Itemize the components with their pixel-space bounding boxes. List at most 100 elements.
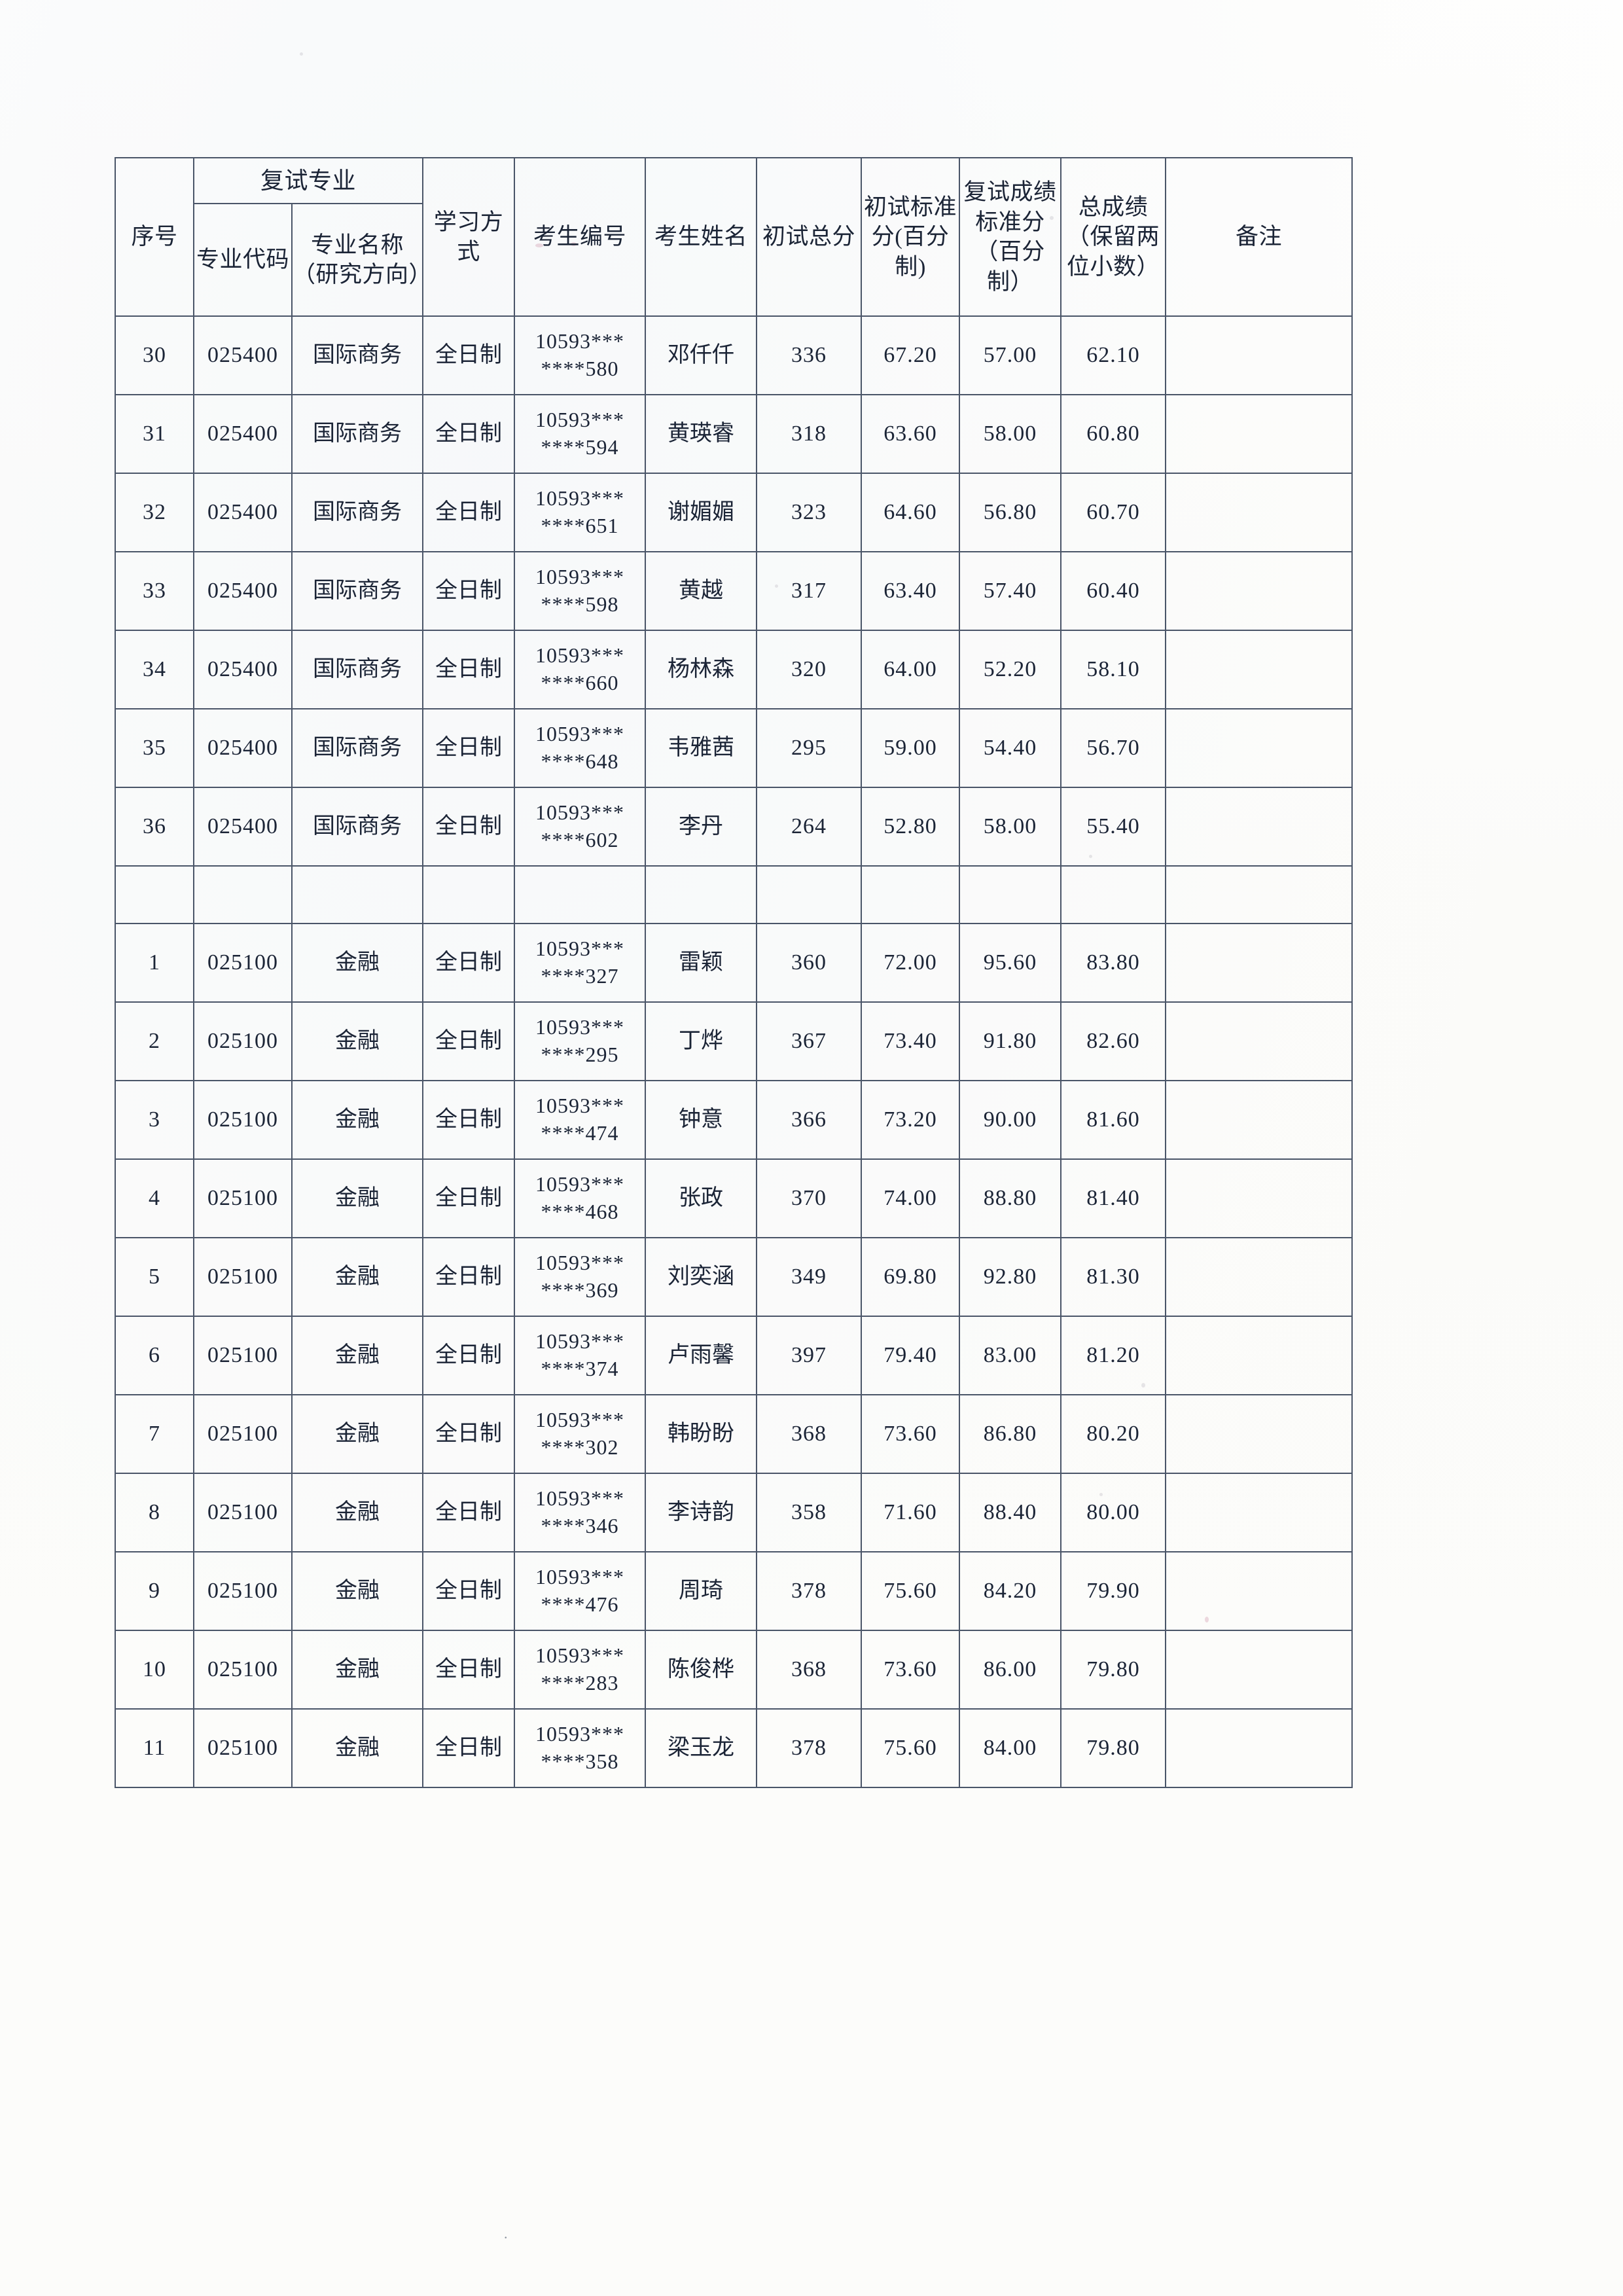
cell-major-name: 国际商务: [291, 394, 424, 474]
candidate-no-line-2: ****580: [541, 357, 619, 380]
candidate-no-line-1: 10593***: [535, 408, 625, 432]
candidate-no-line-1: 10593***: [535, 937, 625, 961]
cell-study-mode: 全日制: [422, 708, 516, 788]
cell-major-code: 025400: [193, 394, 293, 474]
cell-seq: 10: [115, 1630, 194, 1710]
table-separator-row: [115, 865, 1353, 924]
cell-remark: [1165, 473, 1353, 552]
table-body: 30 025400 国际商务 全日制 10593*** ****580 邓仟仟 336 67.2…: [115, 315, 1353, 1788]
cell-seq: 30: [115, 315, 194, 395]
cell-study-mode: 全日制: [422, 630, 516, 709]
header-candidate-no: 考生编号: [514, 157, 647, 317]
cell-seq: 36: [115, 787, 194, 867]
cell-remark: [1165, 1080, 1353, 1160]
cell-candidate-no: 10593*** ****327: [514, 923, 647, 1003]
cell-total-score: 58.10: [1060, 630, 1167, 709]
candidate-no-line-2: ****476: [541, 1592, 619, 1616]
cell-retest-std: 84.20: [959, 1551, 1062, 1631]
cell-candidate-name: [645, 865, 758, 924]
cell-major-code: 025400: [193, 551, 293, 631]
cell-candidate-no: 10593*** ****358: [514, 1708, 647, 1788]
candidate-no-line-1: 10593***: [535, 1408, 625, 1432]
cell-major-code: 025100: [193, 1080, 293, 1160]
candidate-no-line-1: 10593***: [535, 1565, 625, 1589]
header-study-mode: 学习方式: [422, 157, 516, 317]
table-header: 序号 复试专业 学习方式 考生编号 考生姓名 初试总分 初试标准分(百分制) 复…: [115, 157, 1353, 317]
candidate-no-line-2: ****468: [541, 1200, 619, 1223]
cell-total-score: 79.90: [1060, 1551, 1167, 1631]
cell-study-mode: [422, 865, 516, 924]
candidate-no-line-2: ****302: [541, 1435, 619, 1459]
cell-retest-std: 86.00: [959, 1630, 1062, 1710]
cell-study-mode: 全日制: [422, 315, 516, 395]
cell-prelim-std: 67.20: [861, 315, 961, 395]
cell-seq: 8: [115, 1473, 194, 1552]
cell-candidate-name: 韦雅茜: [645, 708, 758, 788]
cell-total-score: 62.10: [1060, 315, 1167, 395]
candidate-no-line-1: 10593***: [535, 1015, 625, 1039]
cell-candidate-name: 杨林森: [645, 630, 758, 709]
cell-major-name: 金融: [291, 1551, 424, 1631]
cell-total-score: 79.80: [1060, 1708, 1167, 1788]
table-row: 35 025400 国际商务 全日制 10593*** ****648 韦雅茜 295 59.0…: [115, 708, 1353, 788]
cell-major-code: 025400: [193, 473, 293, 552]
cell-remark: [1165, 1316, 1353, 1395]
cell-candidate-no: 10593*** ****580: [514, 315, 647, 395]
cell-prelim-std: 64.00: [861, 630, 961, 709]
cell-prelim-std: 73.60: [861, 1394, 961, 1474]
cell-prelim-total: 317: [756, 551, 863, 631]
cell-major-code: 025100: [193, 1708, 293, 1788]
cell-prelim-std: 71.60: [861, 1473, 961, 1552]
cell-total-score: 80.00: [1060, 1473, 1167, 1552]
cell-candidate-name: 李丹: [645, 787, 758, 867]
cell-retest-std: 54.40: [959, 708, 1062, 788]
candidate-no-line-2: ****346: [541, 1514, 619, 1537]
cell-prelim-total: 318: [756, 394, 863, 474]
cell-retest-std: 52.20: [959, 630, 1062, 709]
candidate-no-line-1: 10593***: [535, 800, 625, 825]
cell-prelim-total: [756, 865, 863, 924]
candidate-no-line-1: 10593***: [535, 1251, 625, 1275]
cell-prelim-std: 52.80: [861, 787, 961, 867]
score-table: 序号 复试专业 学习方式 考生编号 考生姓名 初试总分 初试标准分(百分制) 复…: [115, 157, 1353, 1788]
candidate-no-line-1: 10593***: [535, 1329, 625, 1354]
cell-seq: [115, 865, 194, 924]
cell-remark: [1165, 394, 1353, 474]
table-row: 33 025400 国际商务 全日制 10593*** ****598 黄越 317 63.40…: [115, 551, 1353, 631]
cell-prelim-std: 79.40: [861, 1316, 961, 1395]
cell-total-score: 80.20: [1060, 1394, 1167, 1474]
cell-seq: 9: [115, 1551, 194, 1631]
cell-prelim-total: 323: [756, 473, 863, 552]
cell-retest-std: 88.40: [959, 1473, 1062, 1552]
cell-remark: [1165, 551, 1353, 631]
candidate-no-line-1: 10593***: [535, 329, 625, 353]
cell-remark: [1165, 1237, 1353, 1317]
cell-major-code: 025100: [193, 1001, 293, 1081]
cell-candidate-no: 10593*** ****283: [514, 1630, 647, 1710]
cell-candidate-name: 雷颖: [645, 923, 758, 1003]
cell-candidate-no: 10593*** ****651: [514, 473, 647, 552]
cell-seq: 33: [115, 551, 194, 631]
table-row: 8 025100 金融 全日制 10593*** ****346 李诗韵 358 71.60 88…: [115, 1473, 1353, 1552]
candidate-no-line-2: ****474: [541, 1121, 619, 1145]
cell-candidate-name: 陈俊桦: [645, 1630, 758, 1710]
cell-remark: [1165, 315, 1353, 395]
cell-remark: [1165, 1001, 1353, 1081]
cell-remark: [1165, 1551, 1353, 1631]
score-table-container: 序号 复试专业 学习方式 考生编号 考生姓名 初试总分 初试标准分(百分制) 复…: [115, 157, 1353, 1788]
cell-retest-std: 58.00: [959, 394, 1062, 474]
candidate-no-line-1: 10593***: [535, 565, 625, 589]
cell-study-mode: 全日制: [422, 1158, 516, 1238]
cell-candidate-name: 丁烨: [645, 1001, 758, 1081]
cell-major-name: 金融: [291, 1316, 424, 1395]
cell-study-mode: 全日制: [422, 1001, 516, 1081]
cell-retest-std: 88.80: [959, 1158, 1062, 1238]
cell-study-mode: 全日制: [422, 1708, 516, 1788]
cell-major-code: 025400: [193, 315, 293, 395]
cell-major-code: 025100: [193, 1237, 293, 1317]
cell-remark: [1165, 787, 1353, 867]
cell-study-mode: 全日制: [422, 473, 516, 552]
cell-seq: 31: [115, 394, 194, 474]
candidate-no-line-2: ****369: [541, 1278, 619, 1302]
cell-study-mode: 全日制: [422, 1237, 516, 1317]
